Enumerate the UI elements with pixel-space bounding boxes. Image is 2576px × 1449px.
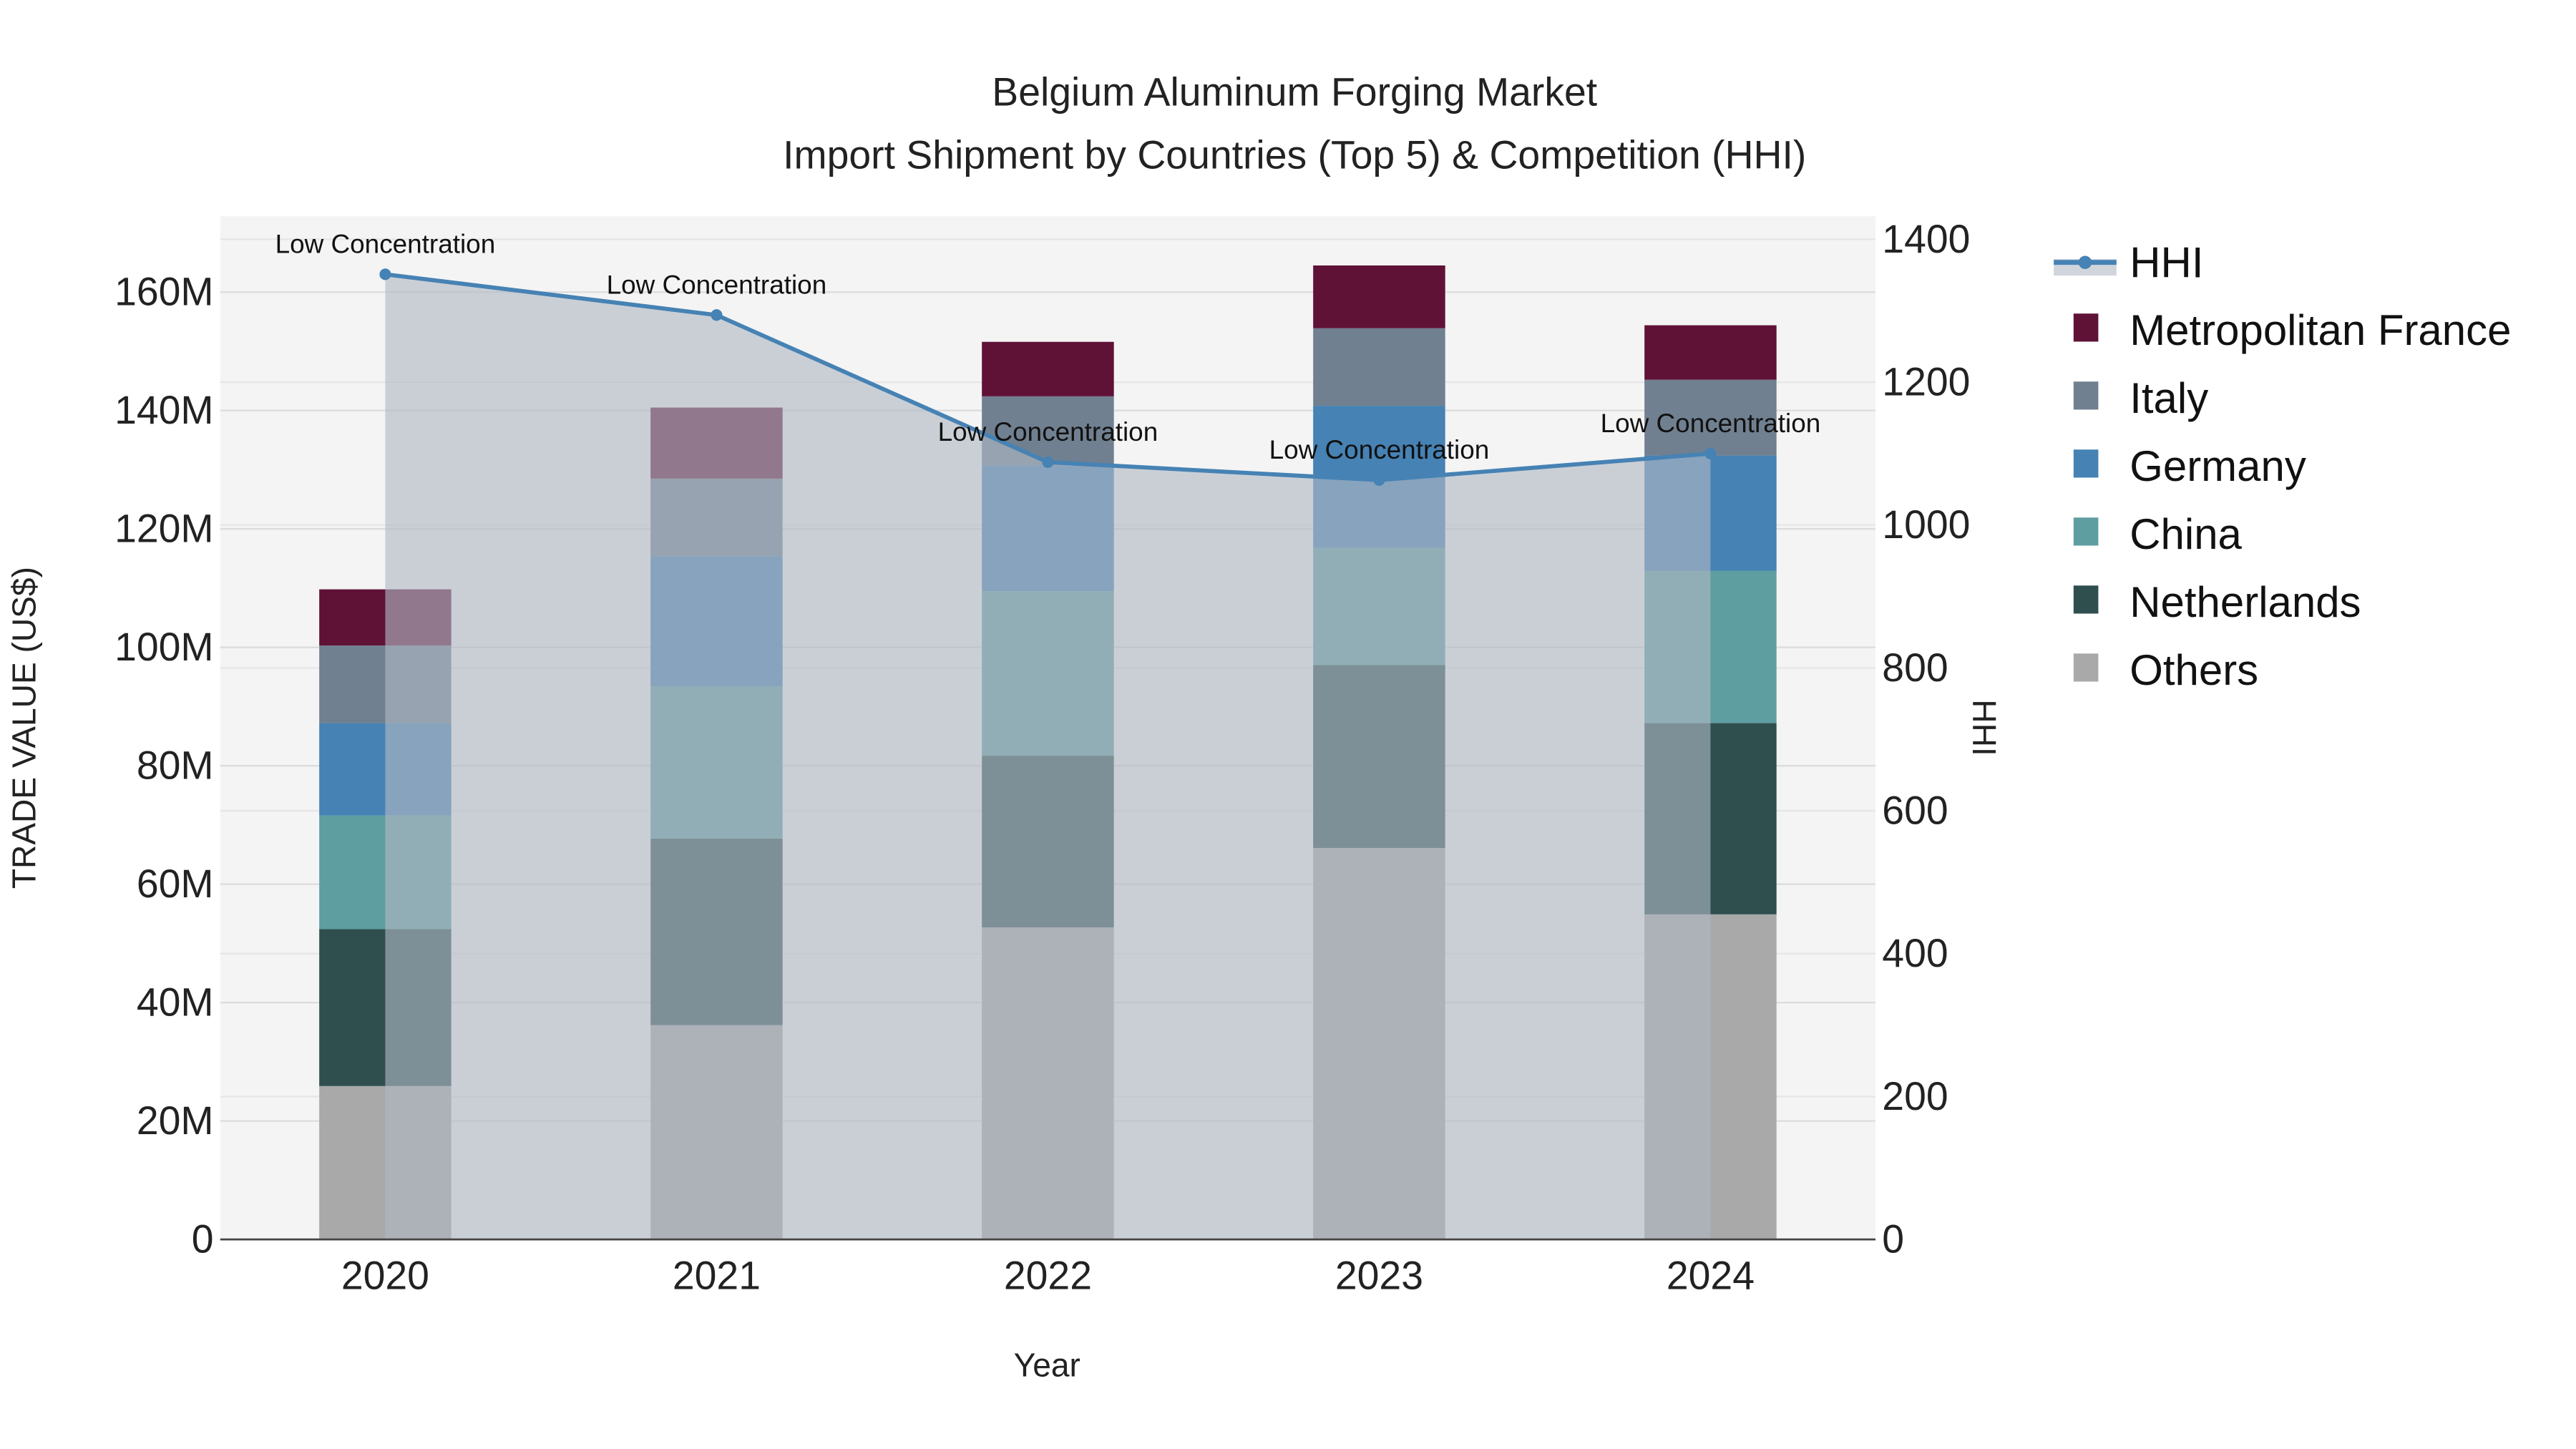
hhi-area-fill: [385, 274, 1711, 1240]
hhi-point: [1704, 447, 1717, 459]
hhi-point: [1042, 456, 1054, 468]
bar-metropolitan-france: [1313, 265, 1445, 328]
legend-swatch: [2073, 517, 2099, 546]
hhi-annotation: Low Concentration: [1269, 435, 1490, 464]
legend-swatch: [2073, 585, 2099, 614]
y-tick-label: 120M: [114, 507, 213, 551]
y2-axis-title: HHI: [1966, 699, 2003, 756]
bar-italy: [1313, 328, 1445, 406]
x-axis-title: Year: [1014, 1347, 1080, 1384]
hhi-annotation: Low Concentration: [1601, 409, 1821, 438]
y2-tick-label: 800: [1882, 645, 1948, 690]
x-tick-label: 2024: [1667, 1253, 1755, 1297]
hhi-point: [711, 309, 723, 321]
x-tick-label: 2022: [1004, 1253, 1092, 1297]
legend: HHI Metropolitan France Italy Germany China N…: [2054, 238, 2511, 694]
y-tick-label: 20M: [137, 1098, 214, 1143]
legend-swatch: [2073, 381, 2099, 410]
y2-tick-label: 1200: [1882, 360, 1970, 404]
legend-label: HHI: [2129, 238, 2203, 286]
legend-label: Germany: [2129, 442, 2306, 490]
x-tick-label: 2021: [673, 1253, 761, 1297]
y-tick-label: 80M: [137, 743, 214, 788]
y-tick-label: 60M: [137, 862, 214, 906]
legend-label: Netherlands: [2129, 578, 2361, 626]
chart-title: Belgium Aluminum Forging Market: [992, 70, 1597, 114]
y2-tick-label: 200: [1882, 1074, 1948, 1118]
legend-label: Others: [2129, 646, 2258, 694]
chart-subtitle: Import Shipment by Countries (Top 5) & C…: [783, 132, 1806, 177]
legend-label: China: [2129, 510, 2242, 558]
hhi-annotation: Low Concentration: [938, 417, 1158, 447]
hhi-point: [1373, 474, 1385, 486]
y2-tick-label: 1400: [1882, 217, 1970, 261]
x-tick-label: 2023: [1335, 1253, 1423, 1297]
y-tick-label: 40M: [137, 980, 214, 1025]
y-tick-label: 140M: [114, 388, 213, 432]
hhi-point: [379, 268, 391, 280]
hhi-area: Low Concentration Low Concentration Low Co…: [275, 229, 1821, 1240]
bar-metropolitan-france: [982, 341, 1114, 396]
y-tick-label: 100M: [114, 625, 213, 669]
axes: 0 20M 40M 60M 80M 100M 120M 140M 160M 0 200 400 600 8…: [114, 217, 1970, 1297]
legend-swatch: [2073, 653, 2099, 682]
legend-label: Metropolitan France: [2129, 306, 2511, 354]
bar-italy: [1644, 379, 1777, 456]
y2-tick-label: 1000: [1882, 502, 1970, 547]
legend-hhi-marker: [2078, 255, 2092, 269]
y2-tick-label: 400: [1882, 931, 1948, 975]
y2-tick-label: 0: [1882, 1217, 1904, 1262]
y2-tick-label: 600: [1882, 789, 1948, 833]
x-tick-label: 2020: [341, 1253, 429, 1297]
y-tick-label: 160M: [114, 270, 213, 314]
legend-swatch: [2073, 449, 2099, 478]
legend-swatch: [2073, 313, 2099, 342]
hhi-annotation: Low Concentration: [275, 229, 496, 258]
y-tick-label: 0: [192, 1217, 214, 1262]
legend-label: Italy: [2129, 374, 2208, 422]
bar-metropolitan-france: [1644, 325, 1777, 380]
hhi-annotation: Low Concentration: [607, 270, 827, 299]
y-axis-title: TRADE VALUE (US$): [5, 567, 42, 889]
